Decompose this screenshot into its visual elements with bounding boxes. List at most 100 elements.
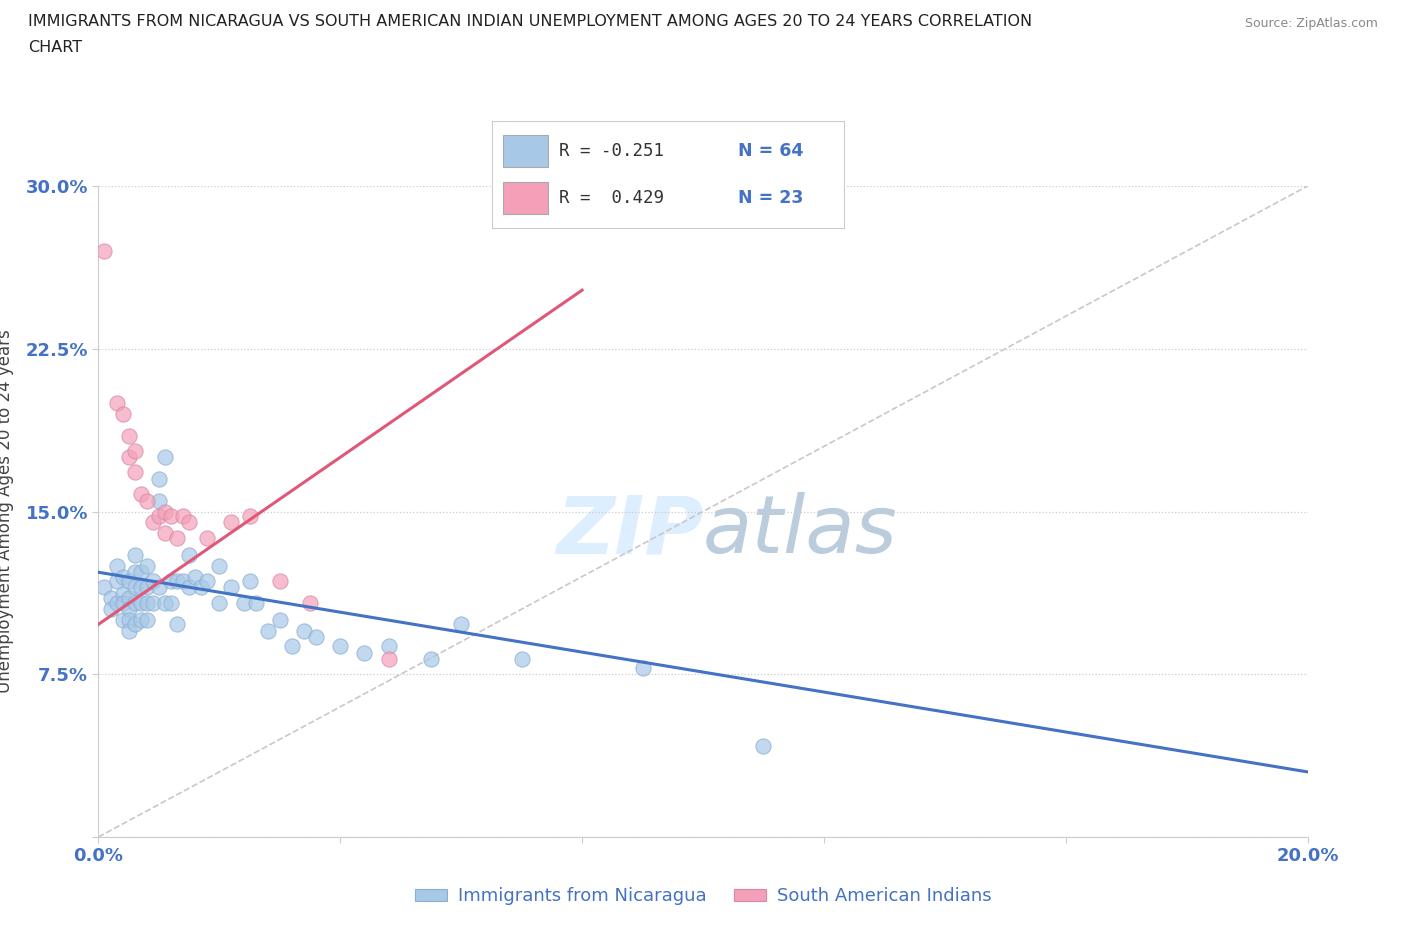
Point (142, 595, 165, 610)
Point (129, 580, 152, 595)
Point (292, 623, 315, 638)
Point (118, 623, 141, 638)
Point (256, 623, 278, 638)
Point (190, 580, 212, 595)
Point (177, 515, 201, 530)
Point (129, 595, 152, 610)
Text: atlas: atlas (703, 492, 898, 570)
Point (239, 574, 262, 589)
Text: ZIP: ZIP (555, 492, 703, 570)
Point (142, 515, 165, 530)
Point (166, 617, 188, 631)
Point (93, 244, 115, 259)
Point (129, 613, 152, 628)
Point (153, 525, 176, 540)
Point (245, 595, 267, 610)
Point (195, 574, 218, 589)
Point (153, 450, 176, 465)
Text: IMMIGRANTS FROM NICARAGUA VS SOUTH AMERICAN INDIAN UNEMPLOYMENT AMONG AGES 20 TO: IMMIGRANTS FROM NICARAGUA VS SOUTH AMERI… (28, 14, 1032, 29)
Point (93, 580, 115, 595)
Point (124, 444, 146, 458)
Point (105, 595, 128, 610)
Point (105, 558, 128, 573)
Point (111, 406, 134, 421)
Point (148, 580, 170, 595)
Point (329, 639, 352, 654)
Text: Source: ZipAtlas.com: Source: ZipAtlas.com (1244, 17, 1378, 30)
Text: N = 64: N = 64 (738, 142, 803, 160)
Point (269, 613, 291, 628)
Text: R = -0.251: R = -0.251 (560, 142, 664, 160)
Point (135, 580, 157, 595)
Point (177, 580, 201, 595)
Point (129, 565, 152, 579)
Point (111, 595, 134, 610)
Point (124, 617, 146, 631)
Point (124, 565, 146, 579)
Point (172, 574, 194, 589)
Point (148, 493, 170, 508)
Point (195, 530, 218, 545)
Point (299, 595, 322, 610)
Point (208, 558, 231, 573)
Point (118, 591, 141, 605)
Point (752, 738, 775, 753)
Point (166, 574, 188, 589)
Point (142, 574, 165, 589)
Point (184, 569, 207, 584)
Point (135, 595, 157, 610)
FancyBboxPatch shape (503, 182, 548, 214)
Point (118, 428, 141, 443)
Point (105, 574, 128, 589)
Point (305, 630, 328, 644)
Point (148, 472, 170, 486)
Point (281, 639, 304, 654)
Point (135, 493, 157, 508)
Point (118, 613, 141, 628)
Text: CHART: CHART (28, 40, 82, 55)
Point (160, 595, 183, 610)
Point (124, 465, 146, 480)
Point (377, 652, 399, 667)
Point (221, 580, 243, 595)
Y-axis label: Unemployment Among Ages 20 to 24 years: Unemployment Among Ages 20 to 24 years (0, 329, 14, 694)
Point (269, 574, 291, 589)
Point (118, 450, 141, 465)
Text: N = 23: N = 23 (738, 189, 803, 206)
Point (160, 509, 183, 524)
Point (450, 617, 472, 631)
Point (118, 602, 141, 617)
Point (631, 660, 654, 675)
Point (124, 595, 146, 610)
FancyBboxPatch shape (503, 135, 548, 166)
Point (153, 504, 176, 519)
Point (177, 548, 201, 563)
Legend: Immigrants from Nicaragua, South American Indians: Immigrants from Nicaragua, South America… (408, 880, 998, 912)
Point (172, 509, 194, 524)
Point (166, 530, 188, 545)
Point (135, 613, 157, 628)
Point (232, 595, 254, 610)
Point (129, 486, 152, 501)
Point (111, 587, 134, 602)
Point (111, 613, 134, 628)
Point (239, 509, 262, 524)
Point (377, 639, 399, 654)
Point (160, 574, 183, 589)
Point (135, 558, 157, 573)
Point (124, 580, 146, 595)
Point (100, 591, 122, 605)
Point (148, 509, 170, 524)
Point (118, 574, 141, 589)
Point (208, 595, 231, 610)
Point (153, 595, 176, 610)
Point (100, 602, 122, 617)
Point (111, 569, 134, 584)
Point (353, 645, 375, 660)
Point (419, 652, 441, 667)
Point (124, 548, 146, 563)
Point (510, 652, 533, 667)
Point (221, 515, 243, 530)
Text: R =  0.429: R = 0.429 (560, 189, 664, 206)
Point (105, 395, 128, 410)
